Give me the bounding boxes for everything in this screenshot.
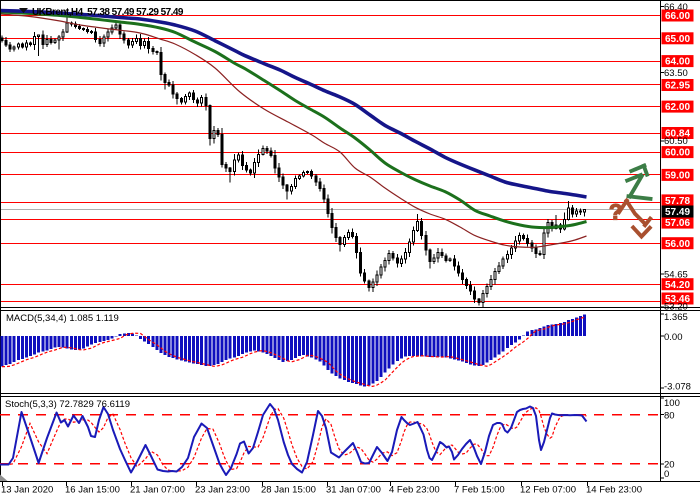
svg-text:57.78: 57.78 xyxy=(665,196,690,207)
svg-text:4 Feb 23:00: 4 Feb 23:00 xyxy=(389,485,440,496)
svg-text:62.00: 62.00 xyxy=(665,102,690,113)
svg-text:31 Jan 07:00: 31 Jan 07:00 xyxy=(326,485,381,496)
svg-text:57.49: 57.49 xyxy=(665,207,690,218)
svg-text:63.50: 63.50 xyxy=(664,68,688,79)
svg-text:59.00: 59.00 xyxy=(665,171,690,182)
svg-text:20: 20 xyxy=(664,460,675,471)
svg-text:UKBrent,H4 57.38 57.49 57.29: UKBrent,H4 57.38 57.49 57.29 57.49 xyxy=(32,7,184,18)
svg-text:54.65: 54.65 xyxy=(664,269,688,280)
svg-text:MACD(5,34,4) 1.085 1.119: MACD(5,34,4) 1.085 1.119 xyxy=(6,313,119,324)
svg-text:0: 0 xyxy=(664,469,669,480)
svg-text:16 Jan 15:00: 16 Jan 15:00 xyxy=(65,485,120,496)
svg-text:?: ? xyxy=(609,200,622,225)
svg-text:54.20: 54.20 xyxy=(665,280,690,291)
svg-text:62.95: 62.95 xyxy=(665,81,690,92)
svg-text:60.84: 60.84 xyxy=(665,129,690,140)
svg-text:57.06: 57.06 xyxy=(665,218,690,229)
svg-text:53.20: 53.20 xyxy=(664,301,688,312)
svg-text:65.00: 65.00 xyxy=(665,34,690,45)
svg-text:21 Jan 07:00: 21 Jan 07:00 xyxy=(130,485,185,496)
svg-text:60.00: 60.00 xyxy=(665,148,690,159)
svg-text:-3.078: -3.078 xyxy=(664,382,691,393)
svg-text:80: 80 xyxy=(664,410,675,421)
svg-text:66.00: 66.00 xyxy=(665,11,690,22)
svg-text:Stoch(5,3,3) 72.7829 76.6119: Stoch(5,3,3) 72.7829 76.6119 xyxy=(5,399,130,410)
svg-text:23 Jan 23:00: 23 Jan 23:00 xyxy=(195,485,250,496)
svg-text:56.00: 56.00 xyxy=(665,239,690,250)
svg-text:13 Jan 2020: 13 Jan 2020 xyxy=(1,485,53,496)
svg-text:66.40: 66.40 xyxy=(664,2,688,13)
svg-text:100: 100 xyxy=(664,398,680,409)
svg-text:7 Feb 15:00: 7 Feb 15:00 xyxy=(454,485,505,496)
svg-text:0.00: 0.00 xyxy=(664,332,683,343)
svg-text:53.46: 53.46 xyxy=(665,294,690,305)
svg-text:64.00: 64.00 xyxy=(665,57,690,68)
svg-text:28 Jan 15:00: 28 Jan 15:00 xyxy=(261,485,316,496)
svg-text:14 Feb 23:00: 14 Feb 23:00 xyxy=(586,485,642,496)
svg-text:12 Feb 07:00: 12 Feb 07:00 xyxy=(520,485,576,496)
svg-text:60.50: 60.50 xyxy=(664,136,688,147)
svg-text:1.365: 1.365 xyxy=(664,312,688,323)
